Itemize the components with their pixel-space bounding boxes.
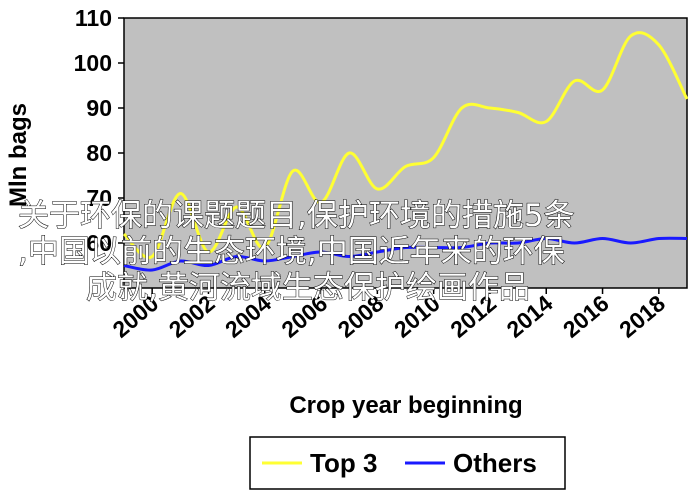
y-axis-title: Mln bags bbox=[5, 103, 32, 207]
overlay-line-3: 成就,黄河流域生态保护绘画作品 bbox=[86, 270, 530, 306]
y-tick-label: 60 bbox=[86, 230, 112, 256]
y-ticks: 60 70 80 90 100 110 bbox=[74, 5, 124, 256]
legend-label-others: Others bbox=[453, 448, 537, 478]
legend: Top 3 Others bbox=[249, 436, 566, 490]
y-tick-label: 100 bbox=[74, 50, 112, 76]
x-tick-label: 2018 bbox=[614, 290, 670, 343]
y-tick-label: 110 bbox=[75, 5, 112, 31]
x-tick-label: 2016 bbox=[558, 290, 614, 343]
y-tick-label: 70 bbox=[86, 185, 112, 211]
overlay-caption: 关于环保的课题题目,保护环境的措施5条 ,中国以前的生态环境,中国近年来的环保 … bbox=[18, 198, 576, 307]
y-tick-label: 90 bbox=[86, 95, 112, 121]
overlay-line-2: ,中国以前的生态环境,中国近年来的环保 bbox=[18, 234, 565, 270]
legend-label-top3: Top 3 bbox=[310, 448, 377, 478]
x-axis-title: Crop year beginning bbox=[289, 392, 522, 419]
series-layer bbox=[122, 31, 689, 272]
series-line-top3 bbox=[122, 31, 689, 260]
overlay-line-1: 关于环保的课题题目,保护环境的措施5条 bbox=[18, 198, 575, 234]
y-tick-label: 80 bbox=[86, 140, 112, 166]
